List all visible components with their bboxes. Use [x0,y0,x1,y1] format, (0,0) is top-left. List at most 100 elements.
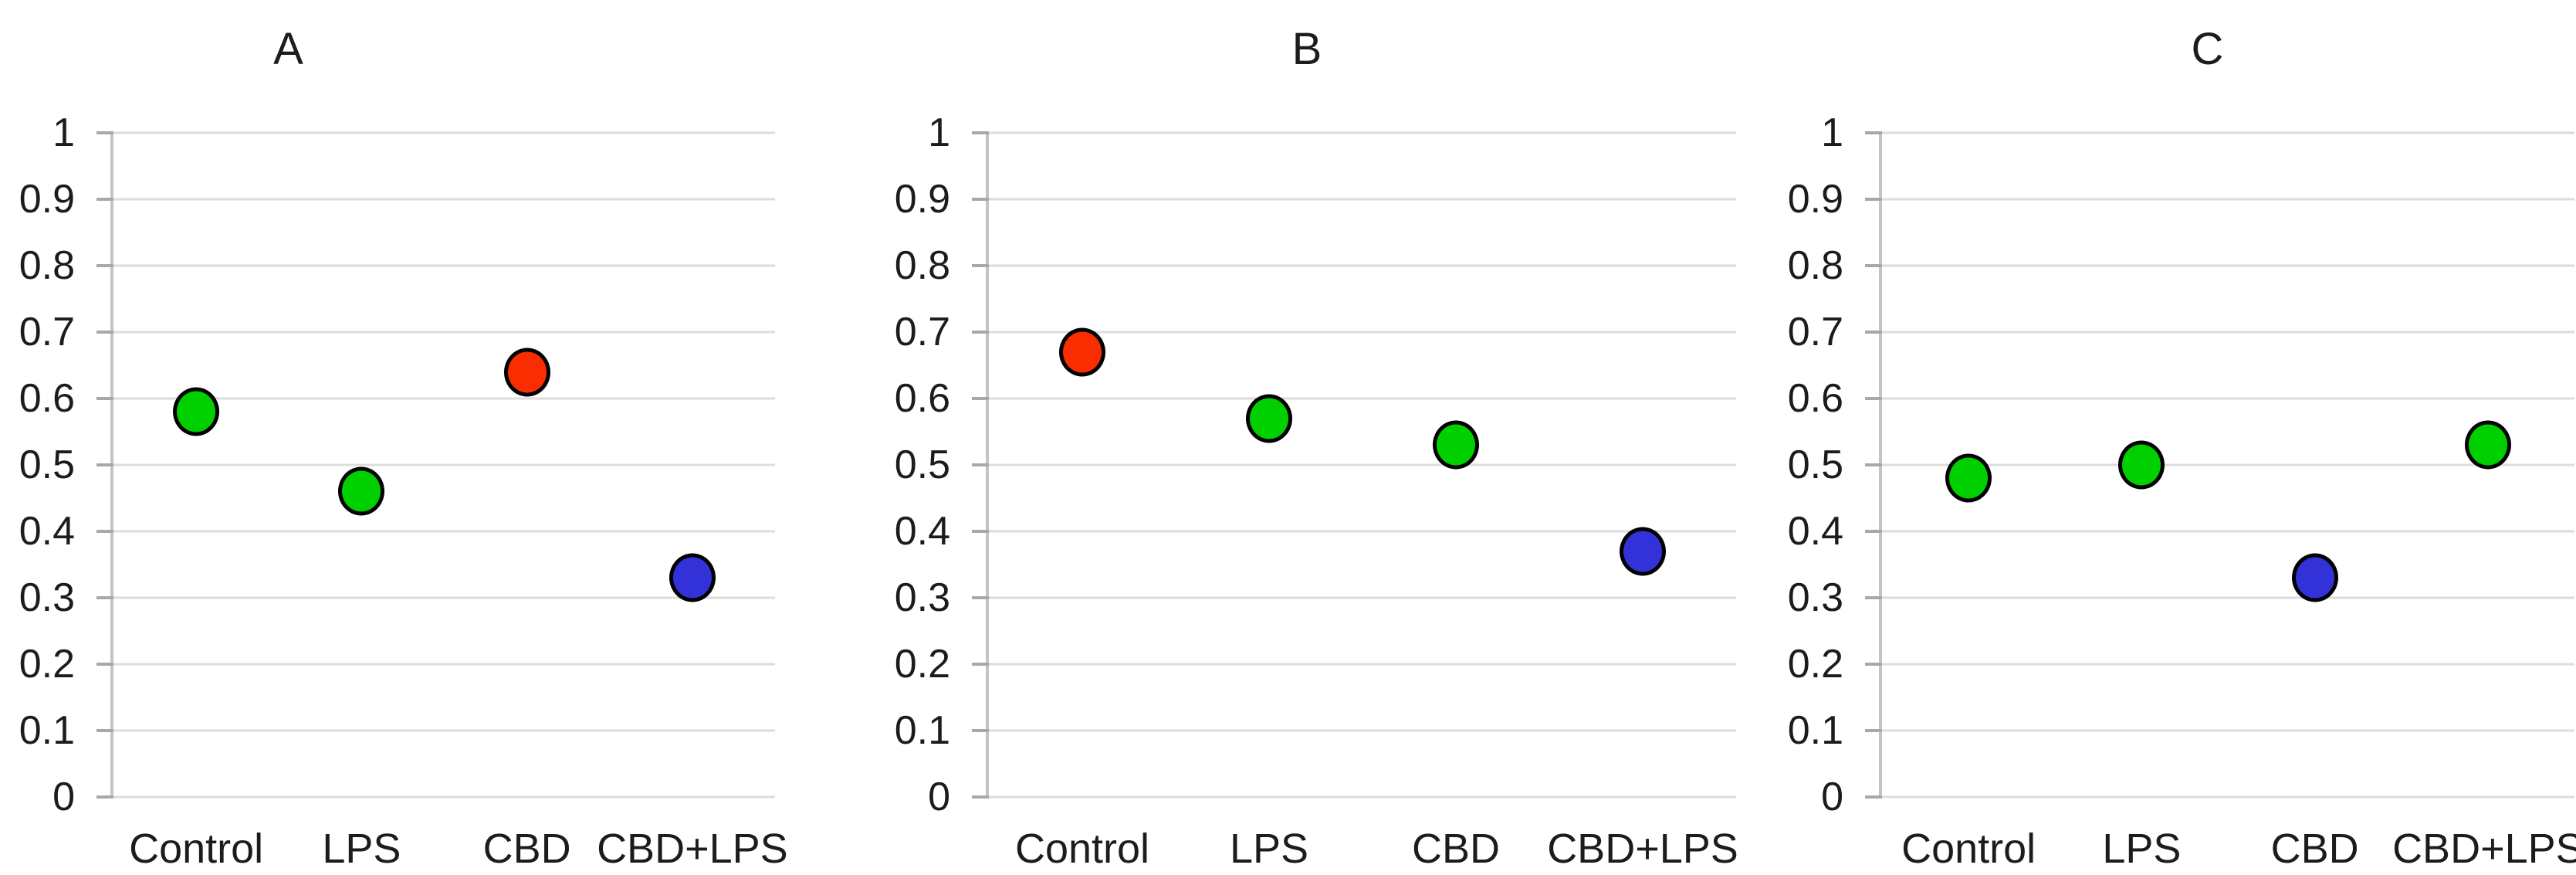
data-point-cbd [2291,553,2338,602]
x-tick-label-cbd-lps: CBD+LPS [1547,826,1738,872]
gridline-0.6 [989,397,1736,400]
x-tick-label-cbd: CBD [2270,826,2359,872]
y-tick-label-0.6: 0.6 [894,376,950,421]
gridline-1 [113,131,775,134]
y-tick-label-0.3: 0.3 [894,575,950,620]
gridline-0.1 [113,729,775,732]
y-tick-0.3 [972,596,989,599]
y-tick-label-0.2: 0.2 [894,642,950,687]
gridline-0.8 [1882,264,2574,267]
y-tick-label-0.8: 0.8 [894,243,950,288]
y-tick-0.8 [1865,264,1882,267]
gridline-0.2 [1882,663,2574,666]
x-tick-label-cbd: CBD [1411,826,1501,872]
y-tick-0.7 [1865,331,1882,334]
y-tick-0.4 [972,530,989,533]
y-tick-0.3 [96,596,113,599]
y-tick-label-0.7: 0.7 [1787,310,1843,354]
data-point-lps [1246,394,1292,443]
y-tick-0.2 [972,663,989,666]
gridline-0.1 [989,729,1736,732]
data-point-cbd [503,348,550,397]
x-tick-label-cbd-lps: CBD+LPS [597,826,788,872]
gridline-0.4 [113,530,775,533]
gridline-0.3 [989,596,1736,599]
gridline-0.5 [1882,463,2574,466]
data-point-cbd-lps [1620,527,1666,576]
y-tick-label-0.7: 0.7 [19,310,75,354]
gridline-0.9 [989,198,1736,201]
gridline-0.9 [1882,198,2574,201]
y-tick-0.4 [96,530,113,533]
y-tick-label-0.6: 0.6 [19,376,75,421]
gridline-0 [1882,795,2574,799]
y-tick-label-0.9: 0.9 [1787,177,1843,222]
y-tick-0.1 [1865,729,1882,732]
y-tick-0.6 [972,397,989,400]
y-tick-0.6 [1865,397,1882,400]
y-tick-label-0: 0 [52,775,75,819]
y-tick-label-0.1: 0.1 [894,708,950,753]
data-point-control [173,387,220,436]
y-tick-label-0.1: 0.1 [19,708,75,753]
y-tick-0 [96,795,113,799]
y-tick-label-1: 1 [1821,110,1843,155]
y-tick-0.8 [96,264,113,267]
panel-b-plot-area: 0 0.1 0.2 0.3 0.4 0.5 0.6 0.7 0.8 0.9 1 Control LPS C… [895,113,1738,870]
gridline-0.7 [113,331,775,334]
y-tick-label-0.5: 0.5 [19,443,75,487]
y-tick-label-0: 0 [1821,775,1843,819]
x-tick-label-lps: LPS [1229,826,1309,872]
y-tick-label-1: 1 [928,110,950,155]
y-tick-0.7 [96,331,113,334]
y-tick-0.1 [96,729,113,732]
panel-c: C 0 0.1 0.2 0.3 0.4 0.5 0.6 0.7 0.8 0.9 1 Control LP… [1717,0,2576,875]
gridline-0.5 [989,463,1736,466]
y-tick-0.8 [972,264,989,267]
y-tick-label-0.2: 0.2 [19,642,75,687]
gridline-0.2 [989,663,1736,666]
gridline-0.8 [989,264,1736,267]
gridline-0.3 [1882,596,2574,599]
gridline-0.5 [113,463,775,466]
x-tick-label-control: Control [129,826,264,872]
data-point-control [1945,453,1992,503]
gridline-0.6 [1882,397,2574,400]
y-tick-0.1 [972,729,989,732]
gridline-0.9 [113,198,775,201]
y-tick-label-0.4: 0.4 [894,509,950,554]
data-point-lps [338,466,385,516]
x-tick-label-control: Control [1014,826,1150,872]
y-tick-label-0.4: 0.4 [19,509,75,554]
y-tick-label-0.9: 0.9 [894,177,950,222]
panel-b: B 0 0.1 0.2 0.3 0.4 0.5 0.6 0.7 0.8 0.9 1 Control LP… [858,0,1738,875]
y-tick-label-1: 1 [52,110,75,155]
gridline-0.4 [989,530,1736,533]
x-tick-label-control: Control [1901,826,2036,872]
gridline-0.7 [989,331,1736,334]
gridline-0.2 [113,663,775,666]
y-tick-label-0.5: 0.5 [1787,443,1843,487]
y-tick-0.4 [1865,530,1882,533]
gridline-0 [989,795,1736,799]
gridline-0.8 [113,264,775,267]
y-tick-0 [972,795,989,799]
y-tick-0.9 [972,198,989,201]
data-point-cbd-lps [669,553,716,602]
gridline-0.7 [1882,331,2574,334]
y-tick-label-0.8: 0.8 [1787,243,1843,288]
panel-c-title: C [2191,24,2224,74]
data-point-control [1059,327,1105,377]
x-tick-label-lps: LPS [322,826,401,872]
y-tick-0.3 [1865,596,1882,599]
y-tick-1 [972,131,989,134]
y-tick-label-0.8: 0.8 [19,243,75,288]
x-tick-label-cbd: CBD [482,826,571,872]
gridline-0.6 [113,397,775,400]
y-tick-label-0.6: 0.6 [1787,376,1843,421]
y-tick-label-0.1: 0.1 [1787,708,1843,753]
y-tick-0.9 [96,198,113,201]
gridline-0 [113,795,775,799]
y-tick-0.9 [1865,198,1882,201]
